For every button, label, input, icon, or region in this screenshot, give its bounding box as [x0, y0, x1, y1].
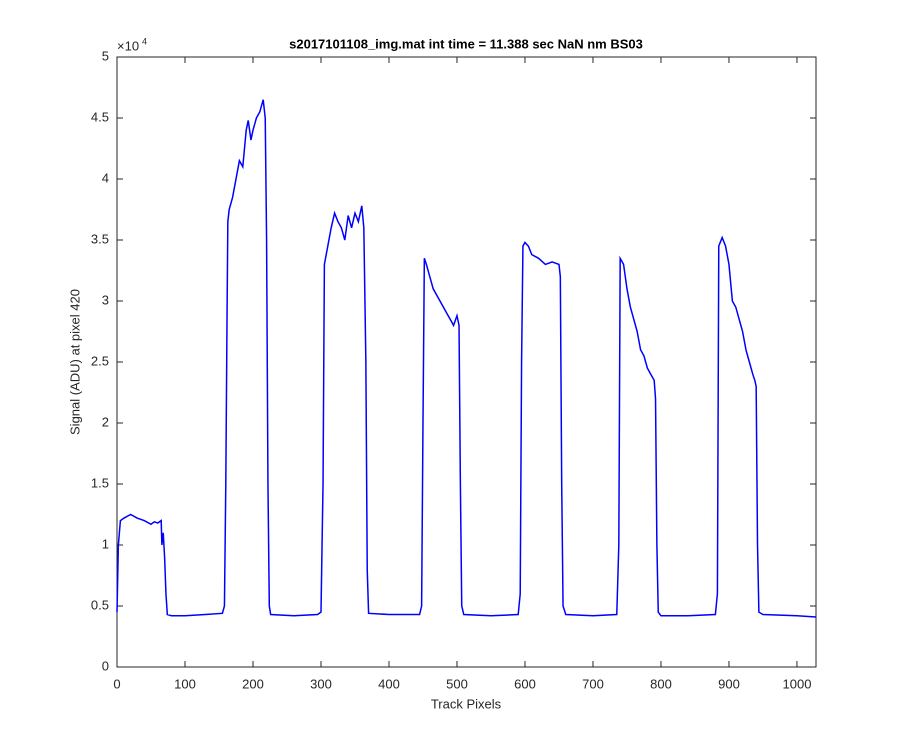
- signal-line: [116, 99, 817, 618]
- x-tick-label: 700: [582, 676, 604, 691]
- x-tick-label: 300: [310, 676, 332, 691]
- x-tick-label: 100: [174, 676, 196, 691]
- y-tick-label: 1: [102, 536, 109, 551]
- x-tick-label: 600: [514, 676, 536, 691]
- y-multiplier-exponent: 4: [142, 36, 147, 46]
- chart-title: s2017101108_img.mat int time = 11.388 se…: [289, 36, 643, 51]
- y-tick-label: 3: [102, 292, 109, 307]
- x-tick-label: 900: [718, 676, 740, 691]
- y-axis-label: Signal (ADU) at pixel 420: [67, 289, 82, 435]
- y-tick-label: 3.5: [91, 231, 109, 246]
- y-tick-label: 2.5: [91, 353, 109, 368]
- x-tick-label: 200: [242, 676, 264, 691]
- x-tick-label: 500: [446, 676, 468, 691]
- x-axis-label: Track Pixels: [431, 696, 502, 711]
- y-tick-label: 2: [102, 414, 109, 429]
- y-tick-label: 4: [102, 170, 109, 185]
- x-tick-label: 1000: [783, 676, 812, 691]
- y-tick-label: 0.5: [91, 597, 109, 612]
- y-multiplier: ×10: [117, 38, 139, 53]
- y-tick-label: 4.5: [91, 109, 109, 124]
- x-tick-label: 0: [113, 676, 120, 691]
- y-tick-label: 5: [102, 48, 109, 63]
- y-tick-label: 1.5: [91, 475, 109, 490]
- x-tick-label: 800: [650, 676, 672, 691]
- x-tick-label: 400: [378, 676, 400, 691]
- y-tick-label: 0: [102, 658, 109, 673]
- plot-area: [116, 56, 817, 668]
